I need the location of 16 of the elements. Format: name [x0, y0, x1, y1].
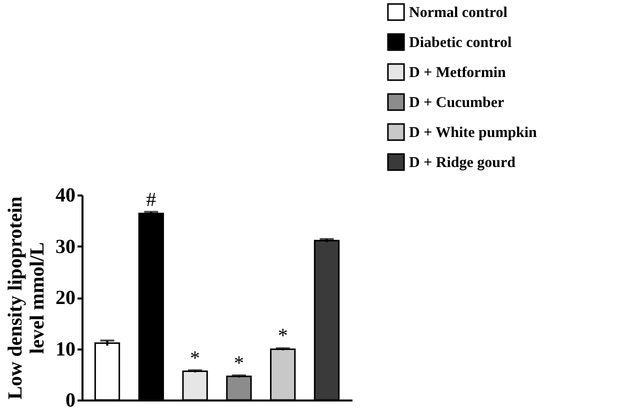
- y-axis-title: Low density lipoprotein level mmol/L: [4, 196, 48, 400]
- legend-label: Normal control: [409, 5, 508, 21]
- y-tick-label: 30: [56, 236, 76, 258]
- y-tick-label: 10: [56, 338, 76, 360]
- legend-label: D + White pumpkin: [409, 125, 538, 141]
- annotation: *: [278, 325, 288, 348]
- annotation: *: [190, 347, 200, 370]
- y-tick-label: 0: [66, 390, 76, 411]
- annotation: #: [146, 188, 156, 211]
- annotation: *: [234, 352, 244, 374]
- legend-label: Diabetic control: [409, 35, 512, 51]
- legend-label: D + Metformin: [409, 65, 507, 81]
- y-tick-label: 40: [56, 184, 76, 206]
- legend-label: D + Ridge gourd: [409, 155, 516, 171]
- y-tick-label: 20: [56, 287, 76, 309]
- legend-label: D + Cucumber: [409, 95, 505, 111]
